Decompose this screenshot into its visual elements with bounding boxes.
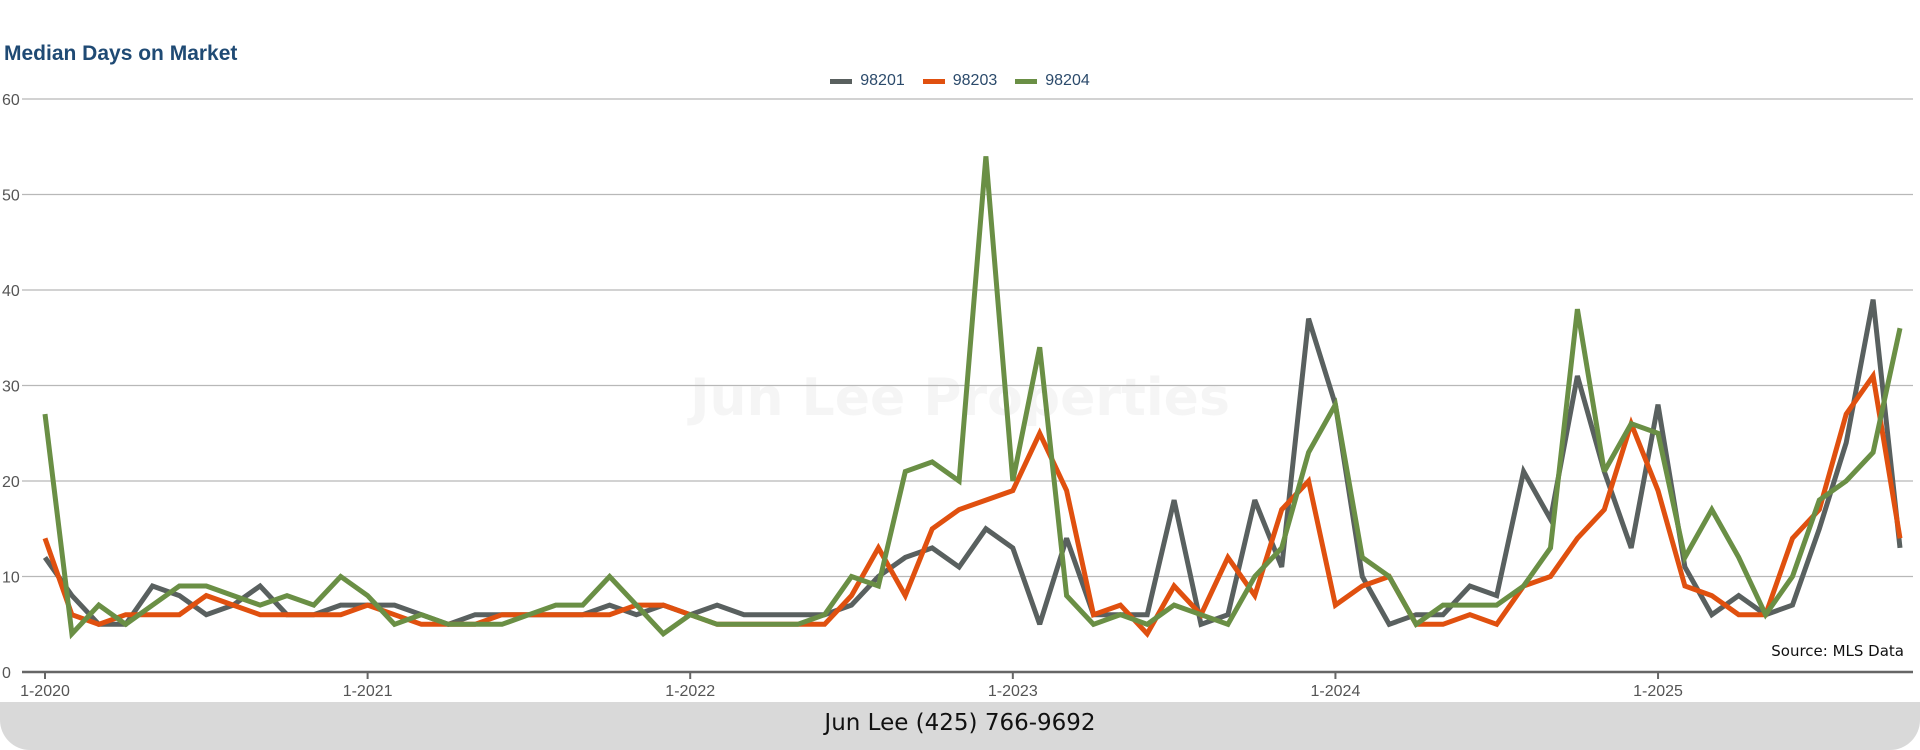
x-tick-label: 1-2023 xyxy=(988,683,1038,700)
chart-title: Median Days on Market xyxy=(4,42,238,65)
series-line-98204 xyxy=(42,156,1903,640)
legend-swatch xyxy=(830,78,853,84)
footer-bar: Jun Lee (425) 766-9692 xyxy=(0,702,1920,750)
x-tick-label: 1-2022 xyxy=(665,683,715,700)
line-chart: 0 10 20 30 40 50 60 1-2020 1-2021 1-2022 1-2023 1-2… xyxy=(2,92,1913,700)
y-tick-label: 40 xyxy=(2,283,20,300)
y-tick-label: 10 xyxy=(2,570,20,587)
contact-info: Jun Lee (425) 766-9692 xyxy=(824,710,1096,736)
legend-label: 98204 xyxy=(1045,72,1090,89)
x-tick-label: 1-2025 xyxy=(1633,683,1683,700)
y-tick-label: 60 xyxy=(2,92,20,109)
y-tick-label: 30 xyxy=(2,379,20,396)
legend-item-98203[interactable]: 98203 xyxy=(922,72,998,90)
x-tick-label: 1-2020 xyxy=(20,683,70,700)
legend-swatch xyxy=(922,78,945,84)
legend-swatch xyxy=(1015,78,1038,84)
series-line-98201 xyxy=(42,299,1903,628)
legend-label: 98201 xyxy=(860,72,905,89)
x-tick-label: 1-2021 xyxy=(343,683,393,700)
source-note: Source: MLS Data xyxy=(1771,642,1904,660)
legend-item-98201[interactable]: 98201 xyxy=(830,72,905,90)
x-tick-label: 1-2024 xyxy=(1311,683,1361,700)
legend-item-98204[interactable]: 98204 xyxy=(1015,72,1090,90)
legend: 98201 98203 98204 xyxy=(0,72,1920,90)
y-tick-label: 0 xyxy=(2,665,11,682)
series-line-98203 xyxy=(42,369,1903,639)
legend-label: 98203 xyxy=(952,72,998,89)
y-tick-label: 50 xyxy=(2,188,20,205)
y-tick-label: 20 xyxy=(2,474,20,491)
